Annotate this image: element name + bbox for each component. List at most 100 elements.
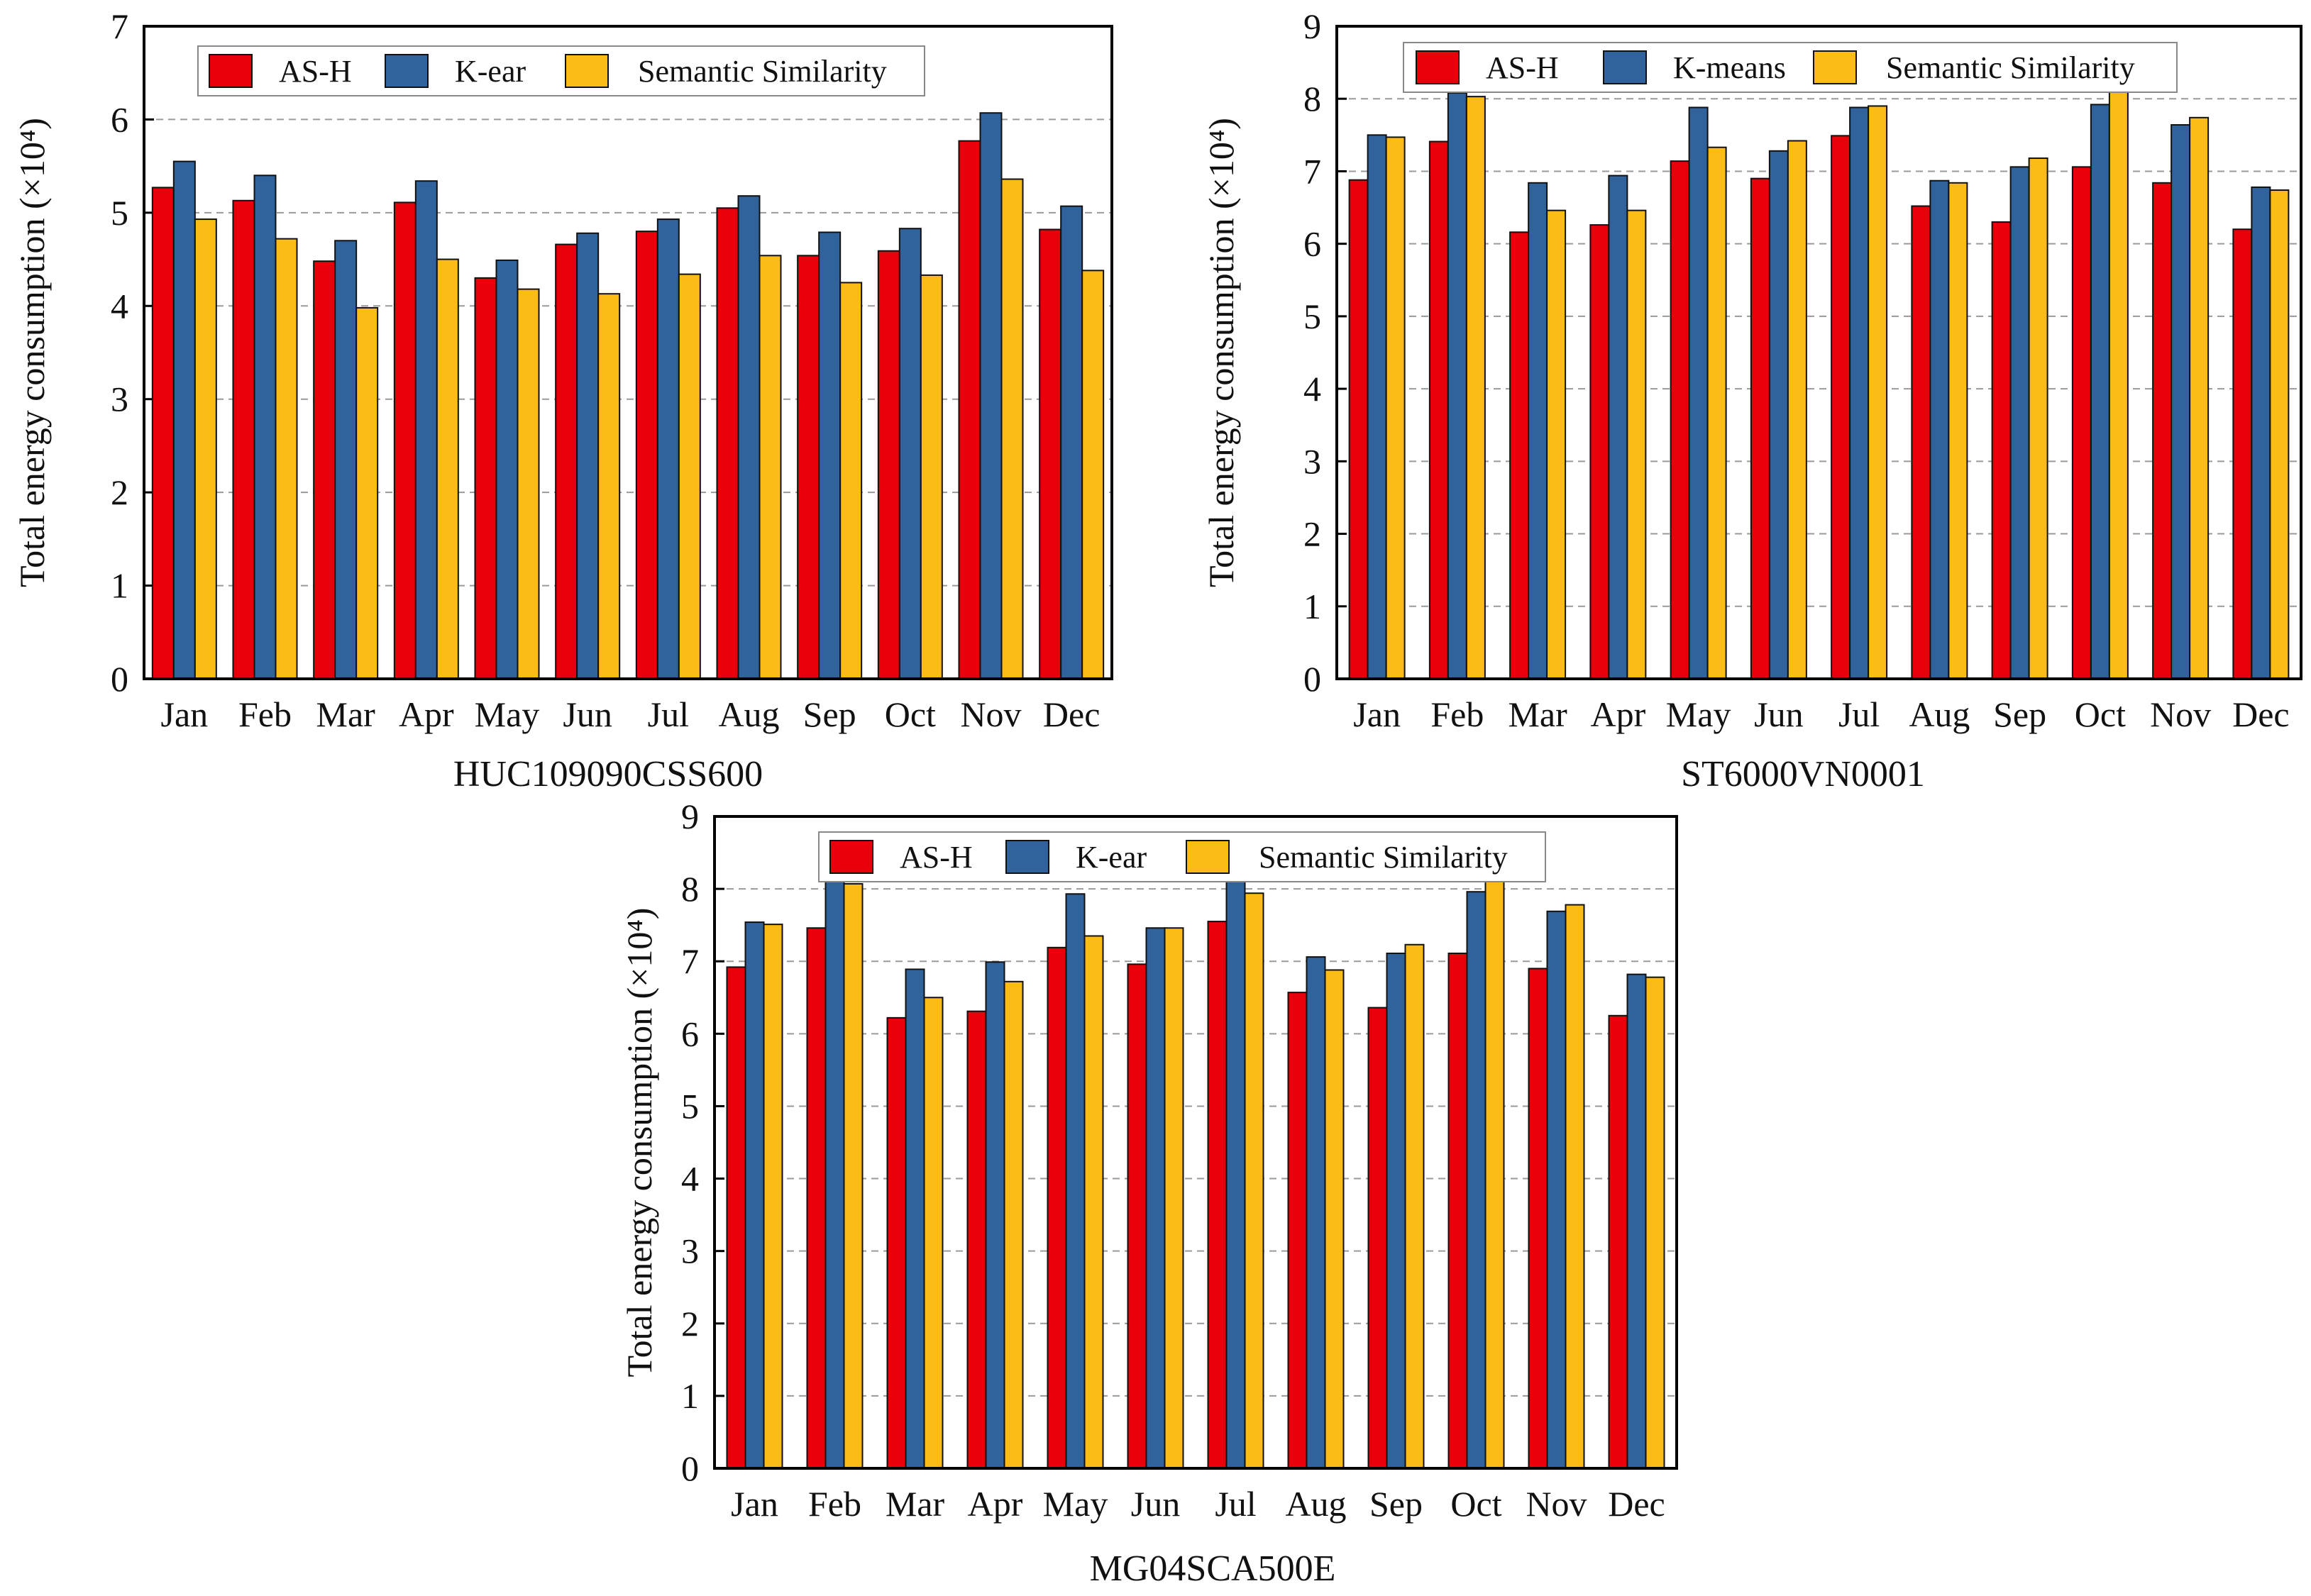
bar-as-h-may (474, 277, 497, 680)
x-tick-label: Sep (1369, 1484, 1423, 1524)
x-tick-label: Oct (885, 694, 936, 734)
x-tick-label: Jan (161, 694, 209, 734)
plot-frame (1335, 25, 2302, 680)
y-tick-label: 5 (681, 1086, 699, 1126)
y-tick-label: 7 (1303, 151, 1321, 191)
legend-swatch (1186, 840, 1230, 874)
legend-box (197, 45, 925, 96)
legend-label: Semantic Similarity (1886, 50, 2135, 85)
bar-k-ear-feb (253, 174, 277, 680)
y-axis-label: Total energy consumption (×10⁴) (12, 118, 52, 587)
bar-k-ear-jun (1145, 927, 1166, 1469)
legend-label: AS-H (279, 54, 352, 89)
y-tick-label: 8 (1303, 79, 1321, 118)
x-tick-label: May (1666, 694, 1731, 734)
bar-as-h-jul (1831, 135, 1851, 680)
bar-as-h-sep (1367, 1007, 1388, 1470)
x-tick-label: Aug (1285, 1484, 1346, 1524)
bar-k-means-apr (1608, 174, 1628, 680)
bar-as-h-aug (1287, 992, 1308, 1469)
y-tick-label: 6 (111, 99, 128, 139)
plot-area (144, 26, 1112, 679)
legend-label: K-means (1673, 50, 1786, 85)
bar-k-ear-jul (1225, 880, 1246, 1469)
bar-k-ear-jan (172, 160, 196, 680)
bar-semantic-similarity-apr (1626, 209, 1647, 680)
x-tick-label: Oct (2075, 694, 2126, 734)
bar-as-h-may (1670, 160, 1690, 680)
x-tick-label: Jul (1215, 1484, 1256, 1524)
bar-semantic-similarity-jun (597, 293, 621, 680)
bar-as-h-jan (1348, 179, 1369, 680)
y-tick-label: 9 (1303, 6, 1321, 46)
bar-k-ear-jan (744, 921, 765, 1470)
x-tick-label: Feb (1430, 694, 1484, 734)
x-tick-label: Apr (968, 1484, 1023, 1524)
bar-as-h-sep (797, 255, 820, 680)
bar-k-ear-aug (737, 195, 761, 680)
bar-semantic-similarity-sep (2028, 157, 2048, 680)
x-tick-label: Feb (238, 694, 292, 734)
legend: AS-H K-ear Semantic Similarity (197, 45, 925, 96)
chart-panel-2: 0 1 2 3 4 5 6 7 8 9 Jan Feb Mar Apr May Jun Jul Aug Sep Oct… (1201, 6, 2302, 794)
bar-semantic-similarity-mar (923, 997, 944, 1470)
y-tick-label: 2 (1303, 514, 1321, 554)
x-tick-label: Jul (648, 694, 689, 734)
bar-k-ear-oct (898, 228, 922, 680)
bar-as-h-aug (716, 207, 739, 680)
bar-semantic-similarity-jan (194, 218, 217, 680)
legend-label: Semantic Similarity (638, 54, 887, 89)
y-tick-label: 6 (1303, 224, 1321, 264)
bar-k-means-dec (2251, 186, 2271, 680)
bar-semantic-similarity-aug (1324, 969, 1345, 1469)
bar-semantic-similarity-may (1706, 146, 1727, 680)
x-tick-label: Jun (563, 694, 612, 734)
x-tick-label: Dec (1608, 1484, 1665, 1524)
bar-semantic-similarity-feb (275, 238, 298, 680)
bar-semantic-similarity-jun (1164, 927, 1184, 1469)
bar-k-ear-nov (1546, 910, 1567, 1469)
chart-caption: ST6000VN0001 (1681, 754, 1925, 794)
legend-label: K-ear (1076, 840, 1147, 875)
bar-semantic-similarity-jul (1868, 105, 1888, 680)
plot-frame (143, 25, 1113, 680)
x-tick-label: Feb (808, 1484, 861, 1524)
y-tick-label: 3 (111, 379, 128, 419)
bar-semantic-similarity-jul (1244, 892, 1264, 1469)
bar-semantic-similarity-aug (1948, 182, 1968, 680)
bar-as-h-mar (886, 1016, 907, 1469)
x-tick-label: Nov (960, 694, 1021, 734)
legend-label: AS-H (1486, 50, 1559, 85)
bar-as-h-jan (726, 966, 746, 1469)
y-tick-label: 1 (681, 1376, 699, 1416)
bar-as-h-mar (1509, 231, 1530, 680)
bar-as-h-dec (2232, 228, 2253, 680)
bar-as-h-nov (1528, 968, 1548, 1469)
x-tick-label: Dec (1043, 694, 1101, 734)
bar-k-means-sep (2009, 166, 2030, 680)
x-tick-label: Oct (1450, 1484, 1501, 1524)
bar-k-ear-oct (1466, 891, 1487, 1469)
bar-k-means-jul (1849, 106, 1870, 680)
bar-as-h-nov (958, 140, 981, 680)
bar-k-ear-dec (1626, 973, 1647, 1469)
y-tick-label: 2 (681, 1304, 699, 1343)
x-tick-label: Jan (1353, 694, 1401, 734)
legend-label: AS-H (900, 840, 973, 875)
bar-semantic-similarity-mar (1546, 209, 1567, 680)
x-tick-label: Nov (2150, 694, 2211, 734)
y-tick-label: 4 (1303, 369, 1321, 409)
bar-semantic-similarity-mar (355, 306, 379, 680)
bar-as-h-jul (635, 231, 658, 680)
bar-k-ear-dec (1060, 205, 1083, 680)
y-tick-label: 6 (681, 1014, 699, 1053)
legend: AS-H K-ear Semantic Similarity (818, 831, 1546, 882)
y-tick-label: 4 (681, 1159, 699, 1199)
bar-as-h-dec (1608, 1014, 1628, 1469)
y-tick-label: 0 (111, 659, 128, 699)
x-tick-label: Mar (316, 694, 376, 734)
y-tick-label: 3 (1303, 441, 1321, 481)
plot-area (1337, 26, 2301, 679)
bar-semantic-similarity-jul (678, 273, 701, 680)
legend-label: K-ear (455, 54, 526, 89)
